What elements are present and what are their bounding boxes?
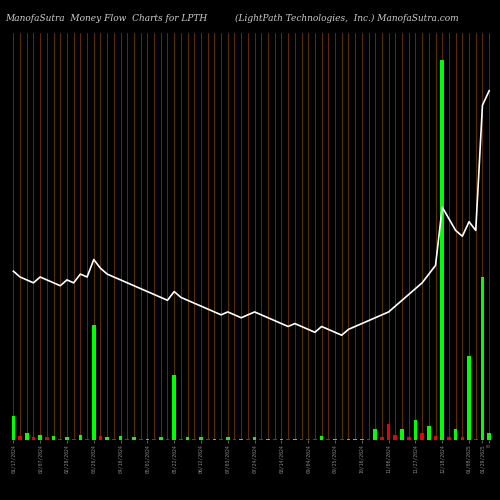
Bar [112,438,116,440]
Bar [106,438,109,440]
Bar [146,438,149,440]
Bar [320,436,324,440]
Bar [25,433,28,440]
Bar [407,438,410,440]
Bar [474,438,478,440]
Bar [152,438,156,440]
Bar [313,438,317,440]
Bar [346,438,350,440]
Bar [340,438,344,440]
Bar [440,60,444,440]
Bar [266,438,270,440]
Bar [380,438,384,440]
Bar [394,434,397,440]
Bar [300,438,304,440]
Bar [427,426,430,440]
Bar [488,433,491,440]
Bar [12,416,15,440]
Bar [45,438,48,440]
Bar [326,438,330,440]
Bar [467,356,471,440]
Bar [240,438,243,440]
Bar [52,436,56,440]
Bar [38,434,42,440]
Bar [220,438,223,440]
Bar [72,438,76,440]
Bar [166,438,170,440]
Bar [212,438,216,440]
Bar [480,277,484,440]
Bar [92,324,96,440]
Bar [186,438,190,440]
Text: (LightPath Technologies,  Inc.) ManofaSutra.com: (LightPath Technologies, Inc.) ManofaSut… [235,14,458,23]
Bar [374,429,377,440]
Bar [65,438,69,440]
Bar [333,438,337,440]
Bar [434,436,438,440]
Bar [400,429,404,440]
Bar [126,438,129,440]
Bar [132,438,136,440]
Bar [280,438,283,440]
Bar [286,438,290,440]
Bar [293,438,296,440]
Bar [354,438,357,440]
Text: ManofaSutra  Money Flow  Charts for LPTH: ManofaSutra Money Flow Charts for LPTH [5,14,207,23]
Bar [139,438,142,440]
Bar [454,429,458,440]
Bar [447,438,451,440]
Bar [306,438,310,440]
Bar [199,438,203,440]
Bar [246,438,250,440]
Bar [414,420,418,440]
Bar [360,438,364,440]
Bar [192,438,196,440]
Bar [206,438,210,440]
Bar [232,438,236,440]
Bar [18,436,22,440]
Bar [253,438,256,440]
Bar [260,438,263,440]
Bar [172,375,176,440]
Bar [159,438,162,440]
Bar [98,436,102,440]
Bar [58,438,62,440]
Bar [273,438,276,440]
Bar [118,436,122,440]
Bar [420,433,424,440]
Bar [226,438,230,440]
Bar [179,438,182,440]
Bar [387,424,390,440]
Bar [366,438,370,440]
Bar [460,438,464,440]
Bar [85,438,89,440]
Bar [78,434,82,440]
Bar [32,438,36,440]
